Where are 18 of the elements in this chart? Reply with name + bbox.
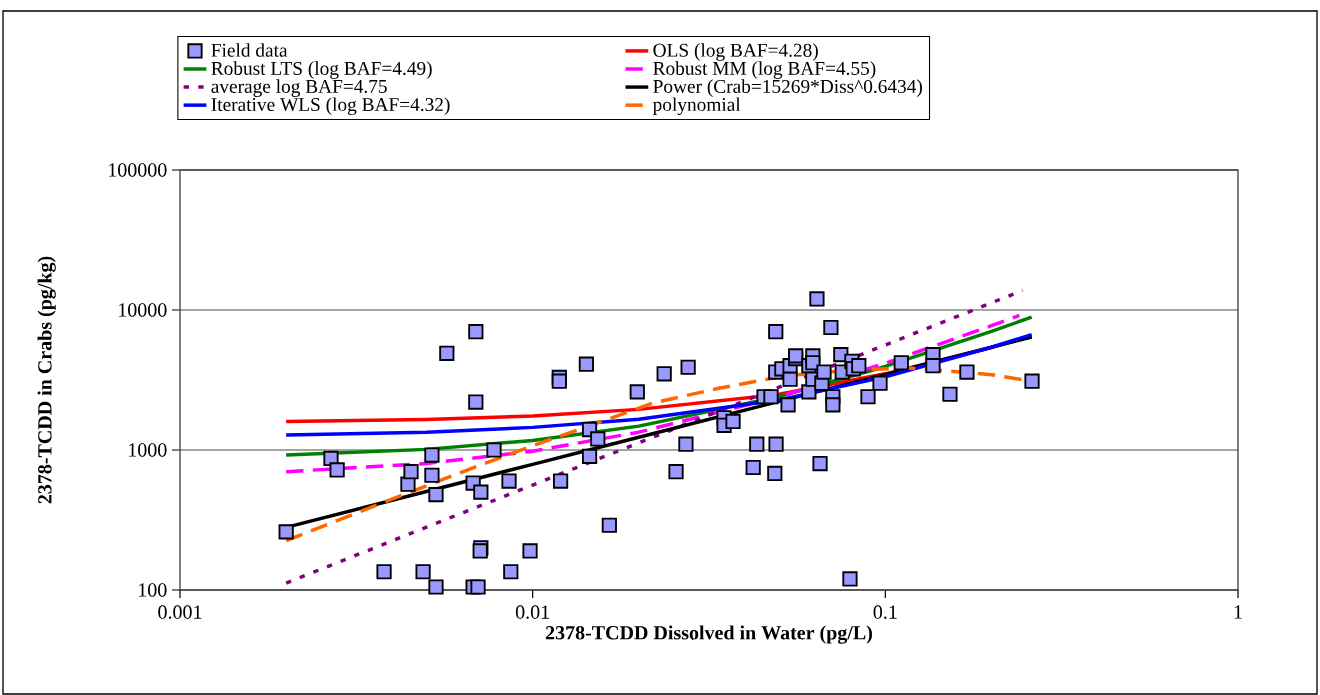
- x-tick-label: 0.001: [158, 605, 202, 619]
- legend-label: Robust MM (log BAF=4.55): [653, 61, 876, 79]
- y-tick-label: 1000: [129, 443, 167, 457]
- legend-label: polynomial: [652, 97, 741, 116]
- x-tick-label: 0.1: [873, 605, 897, 619]
- legend-label: Robust LTS (log BAF=4.49): [211, 61, 432, 79]
- y-tick-label: 100000: [109, 163, 167, 177]
- legend-label: average log BAF=4.75: [211, 79, 387, 97]
- y-tick-label: 10000: [119, 303, 167, 317]
- y-axis-title: 2378-TCDD in Crabs (pg/kg): [37, 256, 56, 504]
- legend-label: OLS (log BAF=4.28): [653, 43, 818, 61]
- legend-label: Iterative WLS (log BAF=4.32): [211, 97, 450, 116]
- legend-label: Power (Crab=15269*Diss^0.6434): [653, 79, 922, 97]
- x-tick-label: 0.01: [515, 605, 549, 619]
- x-axis-title: 2378-TCDD Dissolved in Water (pg/L): [545, 625, 872, 644]
- y-tick-label: 100: [139, 583, 167, 597]
- x-tick-label: 1: [1234, 605, 1242, 619]
- legend-label: Field data: [211, 43, 288, 57]
